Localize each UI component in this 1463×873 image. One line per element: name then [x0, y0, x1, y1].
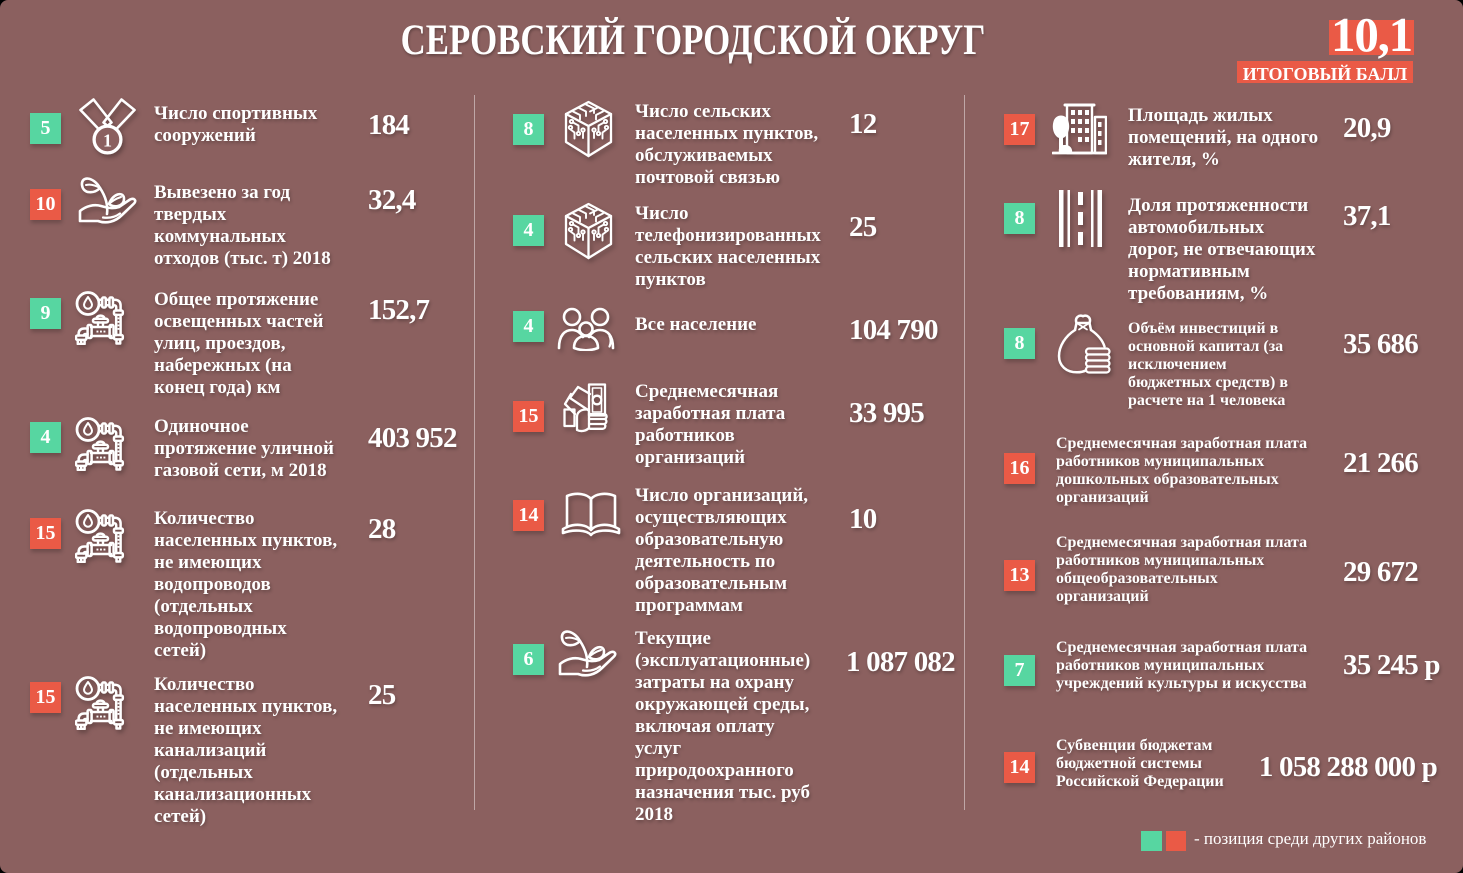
- svg-text:1: 1: [103, 131, 112, 151]
